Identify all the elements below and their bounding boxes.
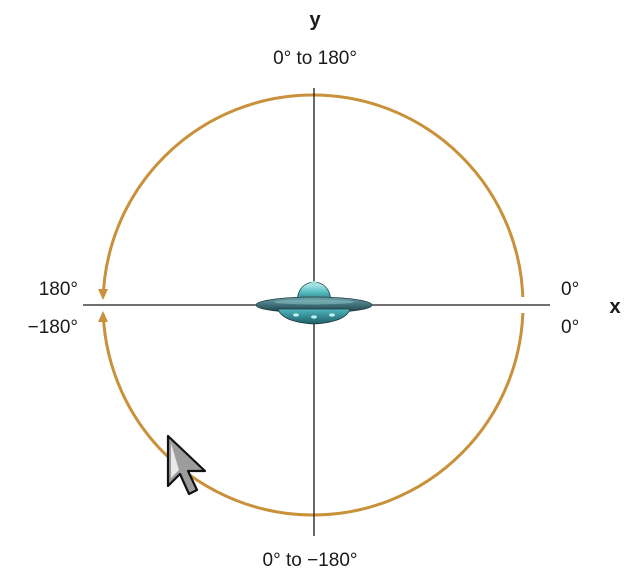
angle-label-bottom: 0° to −180° — [263, 550, 358, 571]
mouse-pointer-icon — [166, 434, 207, 496]
orbit-arrowhead-upper — [98, 289, 108, 300]
orbit-arrowhead-lower — [98, 311, 108, 322]
angle-label-left-upper: 180° — [39, 279, 78, 300]
y-axis-label: y — [309, 9, 321, 31]
angle-label-right-upper: 0° — [561, 279, 579, 300]
angle-label-top: 0° to 180° — [273, 48, 357, 69]
angle-label-left-lower: −180° — [28, 317, 78, 338]
angle-label-right-lower: 0° — [561, 317, 579, 338]
flying-saucer-icon — [255, 281, 373, 325]
x-axis-label: x — [609, 296, 620, 318]
